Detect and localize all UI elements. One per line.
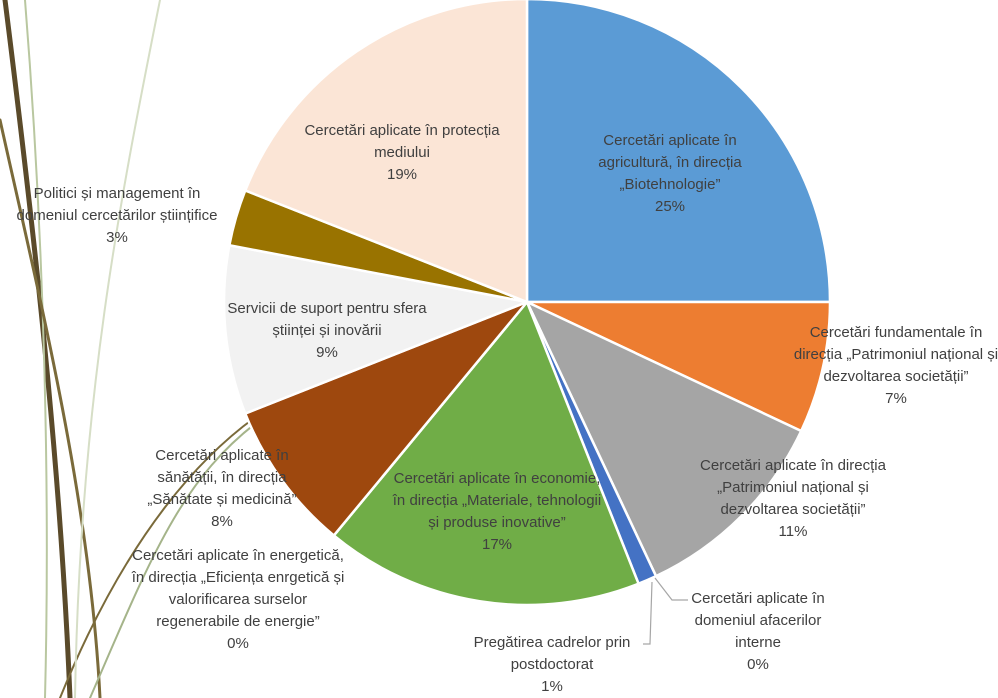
pie-slice (243, 300, 528, 538)
category-label: Cercetări fundamentale în direcția „Patr… (793, 324, 998, 385)
data-label: Cercetări aplicate în energetică, în dir… (126, 545, 351, 655)
category-label: Cercetări aplicate în sănătății, în dire… (147, 447, 297, 508)
percent-label: 3% (106, 229, 128, 246)
data-label: Cercetări aplicate în economie, în direc… (392, 468, 602, 556)
data-label: Cercetări fundamentale în direcția „Patr… (794, 322, 998, 410)
percent-label: 25% (654, 198, 686, 215)
pie-slice (526, 300, 832, 433)
category-label: Pregătirea cadrelor prin postdoctorat (473, 634, 631, 673)
leader-lines (643, 577, 688, 645)
percent-label: 17% (481, 536, 513, 553)
category-label: Cercetări aplicate în economie, în direc… (392, 470, 602, 531)
data-label: Politici și management în domeniul cerce… (5, 183, 230, 249)
percent-label: 19% (386, 166, 418, 183)
pie-slice (222, 243, 532, 416)
category-label: Cercetări aplicate în agricultură, în di… (598, 132, 742, 193)
pie-slice (243, 0, 529, 304)
category-label: Cercetări aplicate în direcția „Patrimon… (700, 457, 886, 518)
pie-slice (332, 299, 641, 607)
decoration (0, 0, 301, 698)
category-label: Servicii de suport pentru sfera științei… (227, 300, 427, 339)
category-label: Cercetări aplicate în protecția mediului (304, 122, 500, 161)
data-label: Pregătirea cadrelor prin postdoctorat 1% (467, 632, 637, 698)
data-label: Cercetări aplicate în agricultură, în di… (570, 130, 770, 218)
category-label: Cercetări aplicate în energetică, în dir… (131, 547, 345, 630)
percent-label: 11% (778, 523, 808, 540)
data-label: Servicii de suport pentru sfera științei… (222, 298, 432, 364)
percent-label: 7% (885, 390, 907, 407)
percent-label: 8% (211, 513, 233, 530)
percent-label: 0% (747, 656, 769, 673)
percent-label: 1% (541, 678, 563, 695)
data-label: Cercetări aplicate în direcția „Patrimon… (693, 455, 893, 543)
percent-label: 9% (316, 344, 338, 361)
category-label: Cercetări aplicate în domeniul afacerilo… (691, 590, 825, 651)
data-label: Cercetări aplicate în domeniul afacerilo… (678, 588, 838, 676)
data-label: Cercetări aplicate în protecția mediului… (302, 120, 502, 186)
percent-label: 0% (227, 635, 249, 652)
data-label: Cercetări aplicate în sănătății, în dire… (127, 445, 317, 533)
pie-slice (525, 0, 832, 304)
pie-slice (524, 299, 803, 578)
category-label: Politici și management în domeniul cerce… (16, 185, 218, 224)
